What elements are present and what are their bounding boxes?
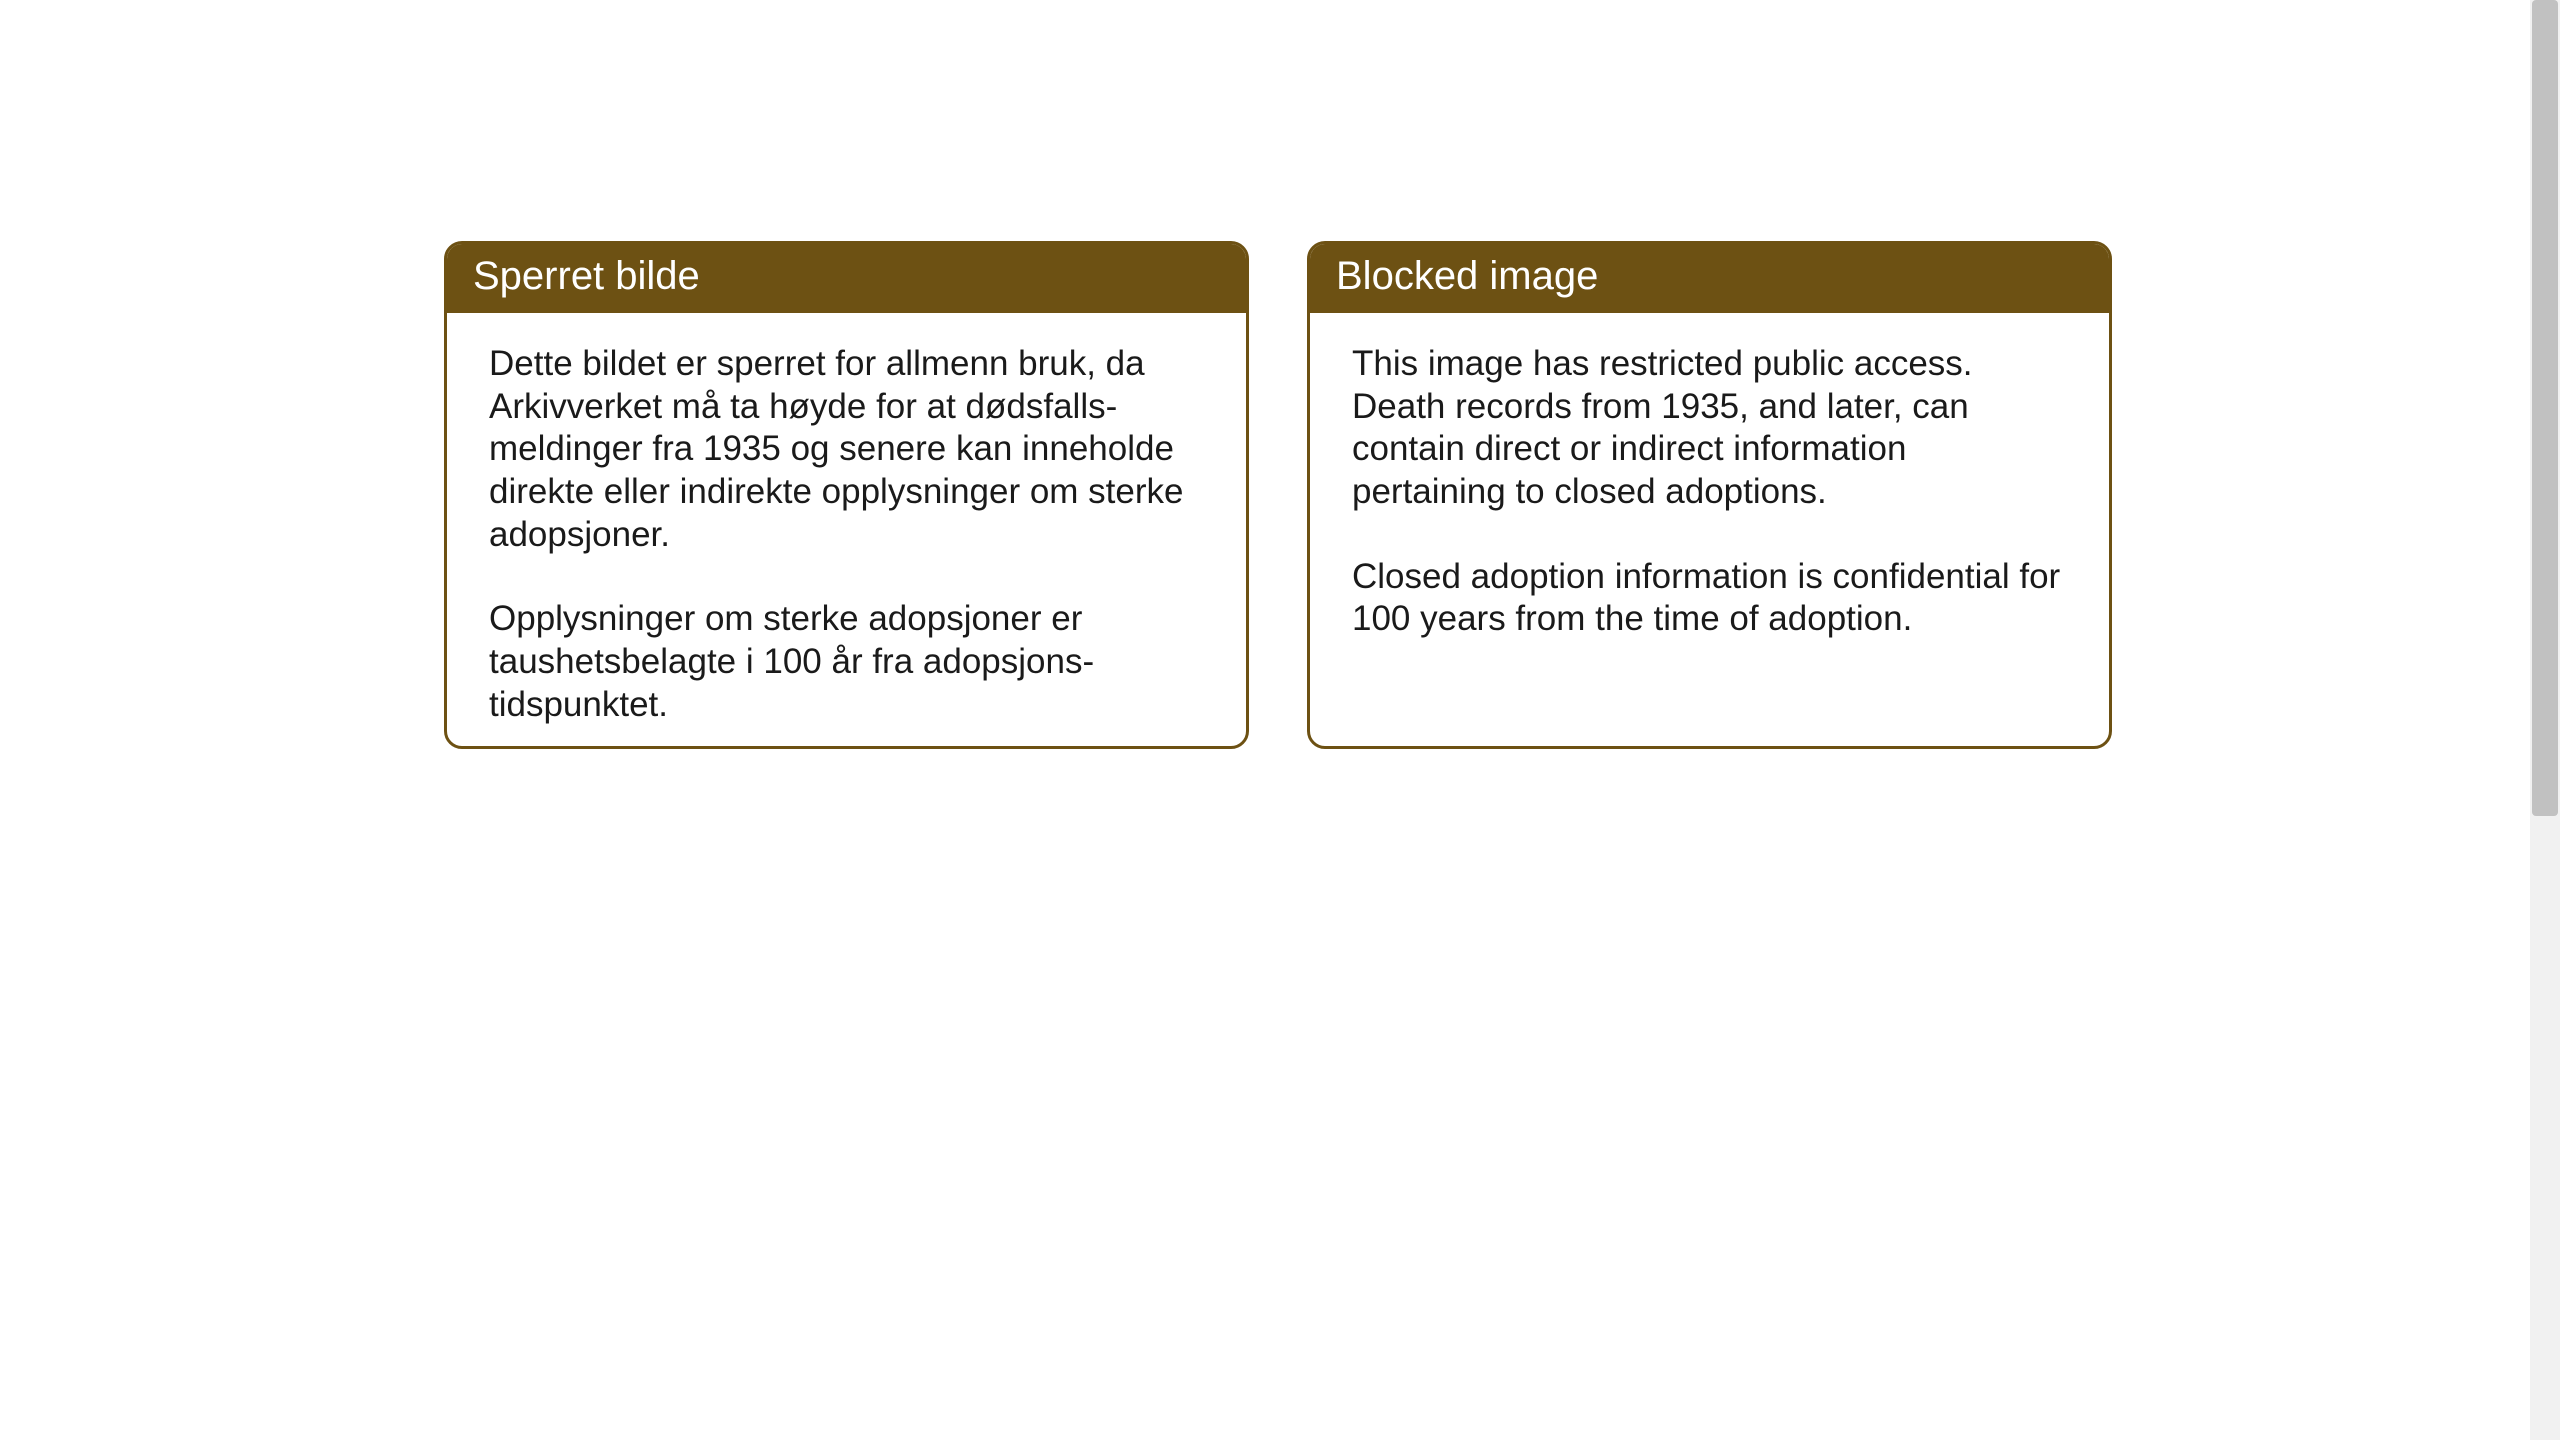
norwegian-card-title: Sperret bilde xyxy=(447,244,1246,313)
norwegian-paragraph-1: Dette bildet er sperret for allmenn bruk… xyxy=(489,343,1204,556)
english-card-title: Blocked image xyxy=(1310,244,2109,313)
english-paragraph-2: Closed adoption information is confident… xyxy=(1352,556,2067,641)
english-paragraph-1: This image has restricted public access.… xyxy=(1352,343,2067,514)
notice-container: Sperret bilde Dette bildet er sperret fo… xyxy=(444,241,2112,749)
norwegian-card-body: Dette bildet er sperret for allmenn bruk… xyxy=(447,313,1246,749)
vertical-scrollbar[interactable] xyxy=(2530,0,2560,1440)
english-card-body: This image has restricted public access.… xyxy=(1310,313,2109,671)
norwegian-paragraph-2: Opplysninger om sterke adopsjoner er tau… xyxy=(489,598,1204,726)
scrollbar-thumb[interactable] xyxy=(2532,0,2558,816)
english-notice-card: Blocked image This image has restricted … xyxy=(1307,241,2112,749)
norwegian-notice-card: Sperret bilde Dette bildet er sperret fo… xyxy=(444,241,1249,749)
